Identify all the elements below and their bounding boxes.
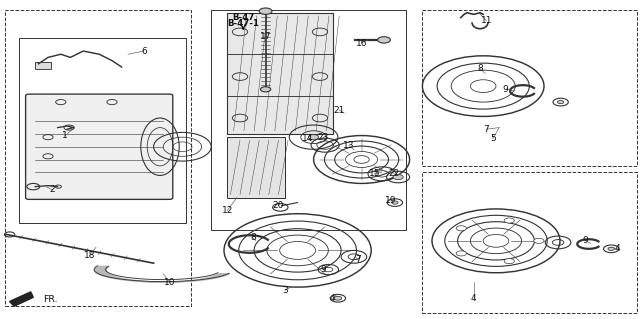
- Text: 14: 14: [301, 134, 313, 143]
- Text: 9: 9: [503, 85, 508, 94]
- Polygon shape: [10, 292, 33, 306]
- Bar: [422, 10, 637, 166]
- Text: B-47: B-47: [232, 13, 254, 22]
- Circle shape: [334, 296, 342, 300]
- Bar: [19, 38, 186, 223]
- Circle shape: [504, 259, 515, 264]
- Text: 8: 8: [477, 64, 483, 73]
- FancyBboxPatch shape: [26, 94, 173, 199]
- Circle shape: [456, 226, 467, 231]
- Circle shape: [260, 87, 271, 92]
- Text: 23: 23: [317, 133, 329, 142]
- Text: 18: 18: [84, 251, 95, 260]
- Circle shape: [392, 201, 398, 204]
- Text: 20: 20: [273, 201, 284, 210]
- Text: 7: 7: [356, 256, 361, 264]
- Circle shape: [608, 247, 614, 250]
- Text: 12: 12: [221, 206, 233, 215]
- Text: 13: 13: [343, 141, 355, 150]
- Text: 10: 10: [164, 278, 175, 287]
- Text: 11: 11: [481, 16, 492, 25]
- Text: 21: 21: [333, 106, 345, 115]
- Bar: [227, 137, 285, 198]
- Circle shape: [378, 37, 390, 43]
- Circle shape: [534, 238, 544, 243]
- Bar: [35, 62, 51, 69]
- Text: 7: 7: [484, 125, 489, 134]
- Text: 8: 8: [250, 233, 255, 242]
- Circle shape: [557, 100, 564, 104]
- Circle shape: [504, 218, 515, 223]
- Text: 15: 15: [369, 169, 380, 178]
- Circle shape: [308, 135, 319, 140]
- Circle shape: [393, 174, 403, 180]
- Text: 9: 9: [321, 265, 326, 274]
- Bar: [5, 10, 191, 306]
- Text: 4: 4: [615, 244, 620, 253]
- Text: 5: 5: [490, 134, 495, 143]
- Text: B-47-1: B-47-1: [227, 19, 259, 28]
- Bar: [422, 172, 637, 313]
- Text: 1: 1: [63, 131, 68, 140]
- Text: 16: 16: [356, 39, 367, 48]
- Circle shape: [456, 251, 467, 256]
- Text: FR.: FR.: [44, 295, 58, 304]
- Text: 9: 9: [583, 236, 588, 245]
- Text: 17: 17: [260, 32, 271, 41]
- Bar: [227, 13, 333, 134]
- Text: 3: 3: [282, 286, 287, 295]
- Bar: [211, 10, 406, 230]
- Text: 6: 6: [141, 47, 147, 56]
- Circle shape: [259, 8, 272, 14]
- Text: 2: 2: [50, 185, 55, 194]
- Text: 22: 22: [388, 169, 399, 178]
- Text: 19: 19: [385, 197, 396, 205]
- Text: 4: 4: [330, 294, 335, 303]
- Text: 4: 4: [471, 294, 476, 303]
